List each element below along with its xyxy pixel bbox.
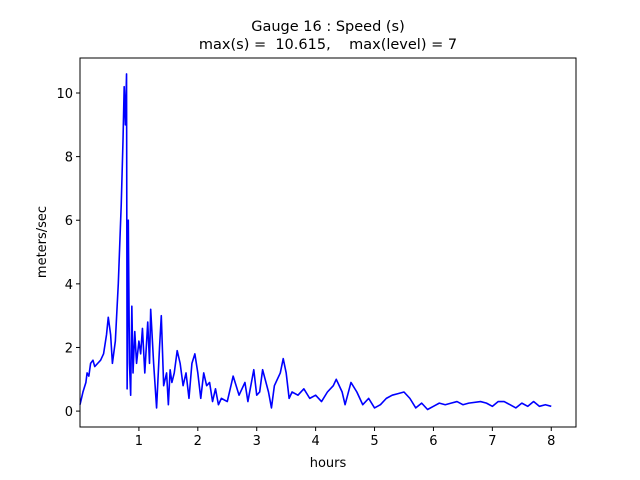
chart-title: Gauge 16 : Speed (s) [251, 19, 405, 35]
x-tick-label: 5 [370, 434, 378, 449]
x-tick-label: 6 [429, 434, 437, 449]
x-tick-label: 1 [135, 434, 143, 449]
y-tick-label: 10 [56, 87, 73, 102]
x-tick-label: 3 [253, 434, 261, 449]
y-tick-label: 2 [65, 341, 73, 356]
y-tick-label: 4 [65, 278, 73, 293]
x-tick-label: 4 [311, 434, 319, 449]
x-tick-label: 2 [194, 434, 202, 449]
data-line [79, 73, 552, 411]
y-tick-label: 6 [65, 214, 73, 229]
x-tick-label: 7 [488, 434, 496, 449]
chart-subtitle: max(s) = 10.615, max(level) = 7 [199, 37, 457, 53]
y-axis-label: meters/sec [35, 206, 50, 278]
y-tick-label: 0 [65, 405, 73, 420]
x-axis-label: hours [310, 456, 347, 471]
plot-frame [79, 57, 577, 428]
x-tick-label: 8 [547, 434, 555, 449]
y-tick-label: 8 [65, 151, 73, 166]
